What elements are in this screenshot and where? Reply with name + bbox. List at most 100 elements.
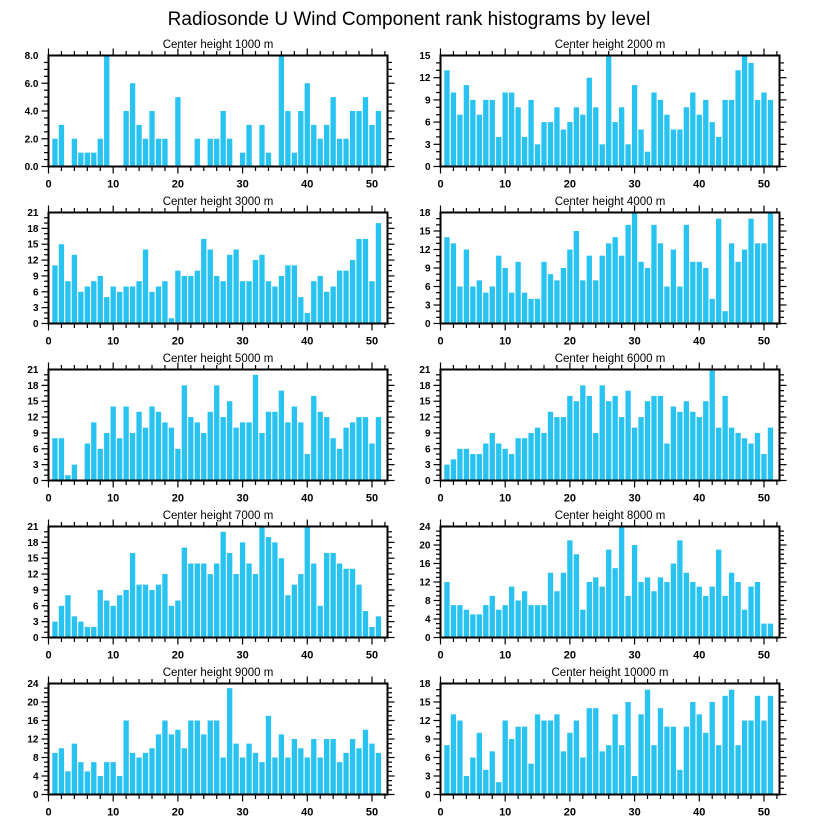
bar: [716, 549, 722, 638]
bar: [168, 427, 175, 481]
bar: [272, 411, 278, 481]
bar: [735, 745, 741, 795]
bar: [226, 138, 233, 167]
x-tick-label: 40: [693, 179, 705, 191]
bar: [330, 552, 336, 638]
bar: [599, 144, 605, 167]
x-tick-label: 20: [564, 336, 576, 348]
bar: [618, 417, 625, 481]
bar: [349, 568, 356, 638]
bar: [142, 752, 149, 795]
y-tick-label: 0.0: [25, 162, 39, 173]
x-tick-label: 10: [107, 807, 119, 819]
y-tick-label: 24: [419, 522, 431, 533]
bar: [444, 745, 450, 795]
bar: [573, 231, 580, 324]
subplot-center-height-2000-m: Center height 2000 m 0 3 6 9 12 15 0 10 20 30 40 50: [406, 38, 798, 195]
bar: [560, 268, 567, 324]
y-tick-label: 15: [27, 397, 39, 408]
bar: [188, 417, 194, 481]
bar: [129, 752, 136, 795]
bar: [741, 55, 748, 167]
bar: [638, 129, 644, 167]
bar: [696, 586, 702, 638]
bar: [716, 745, 722, 795]
bar: [489, 286, 495, 324]
y-tick-label: 12: [419, 73, 431, 84]
bar: [71, 254, 78, 324]
bar: [638, 417, 644, 481]
bar: [644, 689, 651, 795]
y-tick-label: 6: [33, 601, 39, 612]
bar: [362, 417, 369, 481]
x-tick-label: 50: [366, 179, 378, 191]
bar: [450, 92, 457, 167]
bar: [123, 406, 129, 481]
x-tick-label: 0: [437, 650, 443, 662]
y-tick-label: 12: [27, 413, 39, 424]
bar: [573, 720, 580, 795]
bar: [677, 411, 683, 481]
bar: [207, 138, 213, 167]
subplot-canvas: Center height 7000 m 0 3 6 9 12 15 18 21 0 10 20 30 4…: [27, 510, 395, 662]
bar: [716, 218, 722, 324]
y-tick-label: 4: [425, 615, 431, 626]
bar: [71, 138, 78, 167]
bar: [259, 432, 265, 481]
bar: [207, 249, 213, 324]
x-tick-label: 30: [628, 336, 640, 348]
bar: [703, 401, 709, 481]
bar: [457, 448, 463, 481]
bar: [291, 152, 297, 167]
bar: [728, 427, 735, 481]
bar: [709, 298, 715, 324]
bar: [181, 748, 188, 795]
bar: [52, 438, 58, 481]
bar: [509, 92, 515, 167]
bar: [142, 249, 149, 324]
x-tick-label: 30: [236, 493, 248, 505]
bar: [71, 464, 78, 481]
bar: [123, 286, 129, 324]
bar: [324, 739, 330, 795]
bar: [272, 757, 278, 795]
y-tick-label: 0: [425, 790, 431, 801]
bar: [593, 432, 599, 481]
bar: [201, 734, 207, 795]
bar: [625, 702, 631, 795]
x-tick-label: 40: [301, 650, 313, 662]
bar: [349, 422, 356, 481]
x-tick-label: 50: [758, 650, 770, 662]
bar: [463, 609, 470, 638]
plot-frame: [439, 525, 781, 639]
subplot-canvas: Center height 2000 m 0 3 6 9 12 15 0 10 20 30 40 50: [419, 39, 787, 191]
bar: [58, 438, 65, 481]
bar: [220, 281, 226, 324]
y-tick-label: 12: [419, 413, 431, 424]
bar: [349, 739, 356, 795]
bar: [541, 261, 547, 324]
bar: [644, 268, 651, 324]
bar: [226, 688, 233, 795]
bar: [181, 275, 188, 324]
bar: [625, 144, 631, 167]
subplot-center-height-4000-m: Center height 4000 m 0 3 6 9 12 15 18 0 10 20 30 40 5…: [406, 195, 798, 352]
bar: [369, 281, 375, 324]
ticks-group: [41, 519, 395, 645]
bar: [117, 438, 123, 481]
bar: [142, 138, 149, 167]
bar: [117, 776, 123, 795]
bar: [670, 129, 677, 167]
bar: [631, 776, 638, 795]
bar: [483, 605, 489, 638]
y-tick-label: 6: [425, 118, 431, 129]
subplot-center-height-9000-m: Center height 9000 m 0 4 8 12 16 20 24 0 10 20 30 40…: [14, 666, 406, 823]
bar: [97, 138, 103, 167]
bar: [618, 745, 625, 795]
bar: [168, 734, 175, 795]
bar: [703, 732, 709, 795]
bar: [657, 243, 664, 324]
subplot-center-height-1000-m: Center height 1000 m 0.0 2.0 4.0 6.0 8.0 0 10 20…: [14, 38, 406, 195]
x-tick-label: 20: [172, 493, 184, 505]
